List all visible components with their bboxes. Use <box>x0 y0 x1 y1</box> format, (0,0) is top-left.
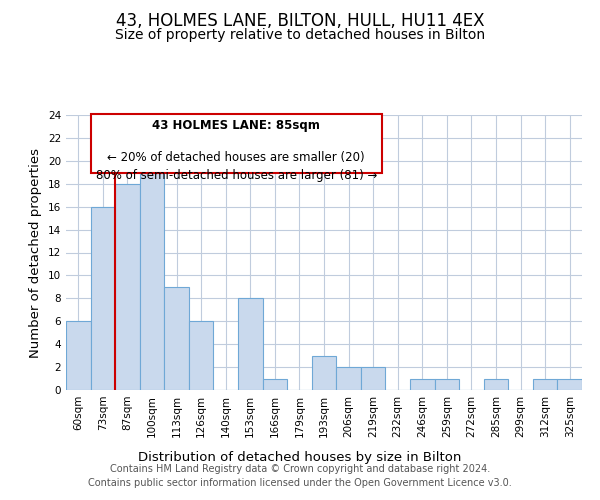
Text: 43 HOLMES LANE: 85sqm: 43 HOLMES LANE: 85sqm <box>152 119 320 132</box>
Bar <box>66 322 91 390</box>
Bar <box>140 172 164 390</box>
Bar <box>312 356 336 390</box>
Bar <box>189 322 214 390</box>
Bar <box>115 184 140 390</box>
Bar <box>434 378 459 390</box>
Text: Distribution of detached houses by size in Bilton: Distribution of detached houses by size … <box>139 451 461 464</box>
Bar <box>557 378 582 390</box>
Text: 43, HOLMES LANE, BILTON, HULL, HU11 4EX: 43, HOLMES LANE, BILTON, HULL, HU11 4EX <box>116 12 484 30</box>
Text: 43 HOLMES LANE: 85sqm
← 20% of detached houses are smaller (20)
80% of semi-deta: 43 HOLMES LANE: 85sqm ← 20% of detached … <box>95 119 377 168</box>
Y-axis label: Number of detached properties: Number of detached properties <box>29 148 43 358</box>
Bar <box>164 287 189 390</box>
Text: ← 20% of detached houses are smaller (20)
80% of semi-detached houses are larger: ← 20% of detached houses are smaller (20… <box>95 151 377 182</box>
Bar <box>91 206 115 390</box>
Bar <box>484 378 508 390</box>
Text: Size of property relative to detached houses in Bilton: Size of property relative to detached ho… <box>115 28 485 42</box>
Bar <box>533 378 557 390</box>
Bar <box>410 378 434 390</box>
Bar <box>263 378 287 390</box>
Bar <box>336 367 361 390</box>
Bar <box>238 298 263 390</box>
Bar <box>361 367 385 390</box>
Text: Contains HM Land Registry data © Crown copyright and database right 2024.
Contai: Contains HM Land Registry data © Crown c… <box>88 464 512 487</box>
